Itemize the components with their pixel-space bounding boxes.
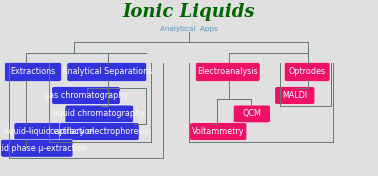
FancyBboxPatch shape	[67, 62, 147, 81]
FancyBboxPatch shape	[233, 105, 270, 123]
Text: Analytical Separations: Analytical Separations	[62, 67, 152, 77]
Text: Electroanalysis: Electroanalysis	[197, 67, 258, 77]
Text: QCM: QCM	[242, 109, 261, 118]
FancyBboxPatch shape	[14, 123, 84, 140]
Text: Optrodes: Optrodes	[288, 67, 326, 77]
FancyBboxPatch shape	[5, 62, 62, 81]
Text: capillary electrophoresis: capillary electrophoresis	[50, 127, 149, 136]
Text: Analytical  Apps: Analytical Apps	[160, 26, 218, 32]
Text: liquid phase μ-extraction: liquid phase μ-extraction	[0, 144, 87, 153]
Text: liquid chromatography: liquid chromatography	[53, 109, 145, 118]
FancyBboxPatch shape	[59, 123, 139, 140]
FancyBboxPatch shape	[1, 139, 73, 157]
Text: Ionic Liquids: Ionic Liquids	[123, 3, 255, 21]
Text: Extractions: Extractions	[11, 67, 56, 77]
Text: Voltammetry: Voltammetry	[192, 127, 245, 136]
Text: MALDI: MALDI	[282, 91, 307, 100]
FancyBboxPatch shape	[284, 62, 330, 81]
FancyBboxPatch shape	[195, 62, 260, 81]
FancyBboxPatch shape	[190, 123, 247, 140]
FancyBboxPatch shape	[52, 87, 120, 104]
FancyBboxPatch shape	[275, 87, 315, 104]
Text: gas chromatography: gas chromatography	[44, 91, 128, 100]
FancyBboxPatch shape	[65, 105, 133, 123]
Text: liquid-liquid extraction: liquid-liquid extraction	[4, 127, 94, 136]
